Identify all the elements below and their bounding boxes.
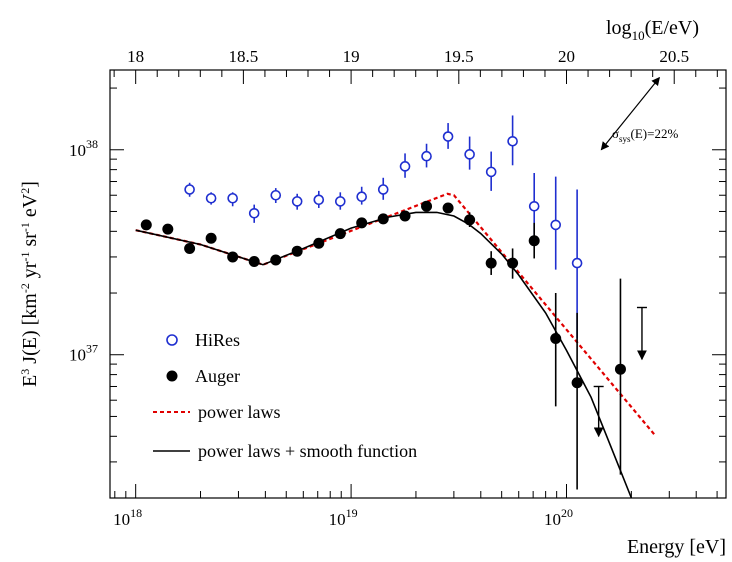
axis-ticks xyxy=(110,70,726,499)
tick-labels: 1018 1019 1020 18 18.5 19 19.5 20 20.5 1037 1038 xyxy=(69,47,689,529)
x-tick-label: 1018 xyxy=(113,506,142,529)
y-tick-label: 1038 xyxy=(69,137,98,160)
auger-point xyxy=(464,214,476,226)
x-axis-label: Energy [eV] xyxy=(627,536,726,558)
auger-point xyxy=(205,232,217,244)
auger-point xyxy=(291,245,303,257)
x2-tick-label: 20 xyxy=(558,47,575,66)
hires-point xyxy=(205,192,217,204)
auger-point xyxy=(485,257,497,269)
hires-point xyxy=(485,166,497,178)
x2-tick-label: 18 xyxy=(127,47,144,66)
auger-point xyxy=(334,228,346,240)
legend-label-auger: Auger xyxy=(195,366,240,386)
auger-point xyxy=(571,377,583,389)
auger-point xyxy=(140,219,152,231)
x2-tick-label: 18.5 xyxy=(229,47,259,66)
hires-point xyxy=(571,257,583,269)
hires-point xyxy=(270,189,282,201)
auger-point xyxy=(528,235,540,247)
auger-point xyxy=(614,363,626,375)
x2-tick-label: 19.5 xyxy=(444,47,474,66)
auger-point xyxy=(550,333,562,345)
hires-point xyxy=(377,184,389,195)
hires-point xyxy=(313,194,325,206)
hires-point xyxy=(442,131,454,142)
hires-point xyxy=(507,135,518,147)
sys-annotation: σsys(E)=22% xyxy=(612,126,678,144)
plot-frame xyxy=(109,69,727,499)
hires-point xyxy=(421,150,432,162)
hires-point xyxy=(399,161,411,172)
auger-point xyxy=(162,223,174,235)
x-tick-label: 1019 xyxy=(329,506,358,529)
auger-point xyxy=(248,256,260,268)
auger-point xyxy=(356,217,368,229)
hires-point xyxy=(184,184,195,195)
legend-marker-auger xyxy=(166,370,178,382)
hires-point xyxy=(248,207,260,219)
sys-arrow xyxy=(600,76,660,151)
auger-point xyxy=(399,210,411,222)
hires-point xyxy=(550,219,562,231)
auger-point xyxy=(313,237,325,249)
hires-point xyxy=(528,200,540,212)
hires-point xyxy=(464,149,475,160)
auger-point xyxy=(421,200,433,212)
auger-point xyxy=(227,251,239,263)
x2-tick-label: 20.5 xyxy=(659,47,689,66)
legend-label-hires: HiRes xyxy=(195,330,240,350)
x-tick-label: 1020 xyxy=(544,506,573,529)
y-tick-label: 1037 xyxy=(69,342,98,365)
top-axis-label: log10(E/eV) xyxy=(606,17,699,43)
y-axis-label: E3 J(E) [km-2 yr-1 sr-1 eV2] xyxy=(18,181,41,387)
auger-point xyxy=(442,202,454,214)
auger-point xyxy=(377,213,389,225)
legend-label-power-laws: power laws xyxy=(198,402,280,422)
legend-label-smooth: power laws + smooth function xyxy=(198,441,417,461)
legend: HiRes Auger power laws power laws + smoo… xyxy=(153,330,417,461)
hires-point xyxy=(356,191,367,203)
fit-power-laws xyxy=(135,192,657,438)
auger-point xyxy=(507,257,519,269)
x2-tick-label: 19 xyxy=(343,47,360,66)
hires-point xyxy=(291,196,303,207)
legend-marker-hires xyxy=(166,334,178,346)
data-points xyxy=(140,76,660,490)
auger-point xyxy=(184,242,196,254)
auger-point xyxy=(270,254,282,266)
hires-point xyxy=(334,196,346,207)
hires-point xyxy=(227,192,238,204)
